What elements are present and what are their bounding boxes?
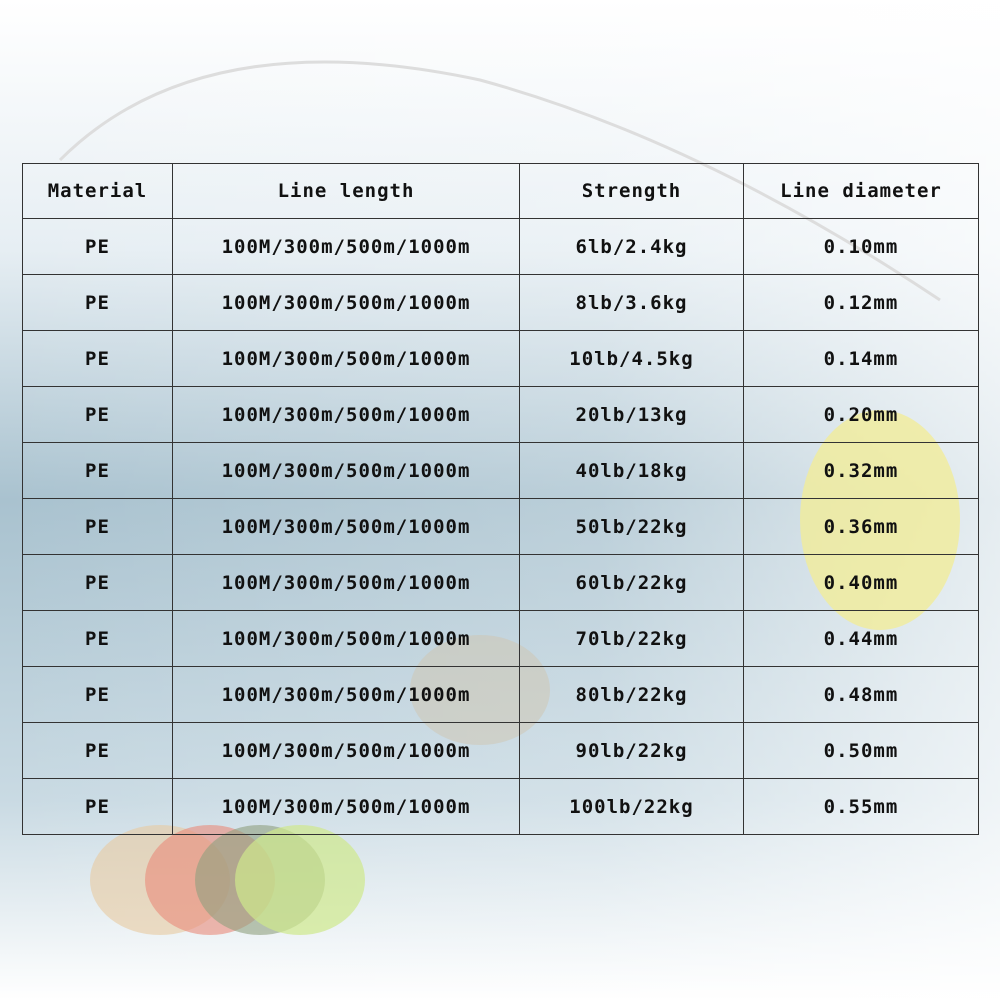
table-cell: 0.32mm [743,442,979,499]
table-cell: 0.44mm [743,610,979,667]
table-cell: 100M/300m/500m/1000m [172,218,520,275]
table-cell: PE [22,386,173,443]
table-cell: 50lb/22kg [519,498,744,555]
spec-table: Material Line length Strength Line diameter… [22,163,979,835]
table-cell: 20lb/13kg [519,386,744,443]
table-cell: 90lb/22kg [519,722,744,779]
table-cell: 10lb/4.5kg [519,330,744,387]
table-cell: PE [22,554,173,611]
table-cell: 100M/300m/500m/1000m [172,274,520,331]
table-cell: 100M/300m/500m/1000m [172,666,520,723]
table-cell: 6lb/2.4kg [519,218,744,275]
table-cell: 0.40mm [743,554,979,611]
table-cell: 0.48mm [743,666,979,723]
table-cell: PE [22,610,173,667]
table-row: PE 100M/300m/500m/1000m 90lb/22kg 0.50mm [22,722,979,779]
table-cell: 0.50mm [743,722,979,779]
table-cell: PE [22,498,173,555]
table-cell: PE [22,218,173,275]
table-cell: 100M/300m/500m/1000m [172,386,520,443]
table-cell: 80lb/22kg [519,666,744,723]
table-cell: PE [22,666,173,723]
header-cell: Strength [519,163,744,219]
header-cell: Material [22,163,173,219]
table-cell: 0.10mm [743,218,979,275]
table-cell: PE [22,330,173,387]
table-row: PE 100M/300m/500m/1000m 80lb/22kg 0.48mm [22,666,979,723]
spool-lime [235,825,365,935]
header-row: Material Line length Strength Line diameter [22,163,979,219]
table-cell: 100M/300m/500m/1000m [172,554,520,611]
table-row: PE 100M/300m/500m/1000m 6lb/2.4kg 0.10mm [22,218,979,275]
table-cell: 100M/300m/500m/1000m [172,442,520,499]
table-row: PE 100M/300m/500m/1000m 8lb/3.6kg 0.12mm [22,274,979,331]
table-cell: 100M/300m/500m/1000m [172,722,520,779]
table-cell: 100M/300m/500m/1000m [172,778,520,835]
header-cell: Line length [172,163,520,219]
table-cell: PE [22,778,173,835]
table-cell: 0.55mm [743,778,979,835]
table-body: PE 100M/300m/500m/1000m 6lb/2.4kg 0.10mm PE 1… [22,218,979,835]
table-row: PE 100M/300m/500m/1000m 70lb/22kg 0.44mm [22,610,979,667]
table-cell: 100M/300m/500m/1000m [172,498,520,555]
table-cell: 0.12mm [743,274,979,331]
header-cell: Line diameter [743,163,979,219]
table-row: PE 100M/300m/500m/1000m 40lb/18kg 0.32mm [22,442,979,499]
table-cell: 100M/300m/500m/1000m [172,610,520,667]
table-cell: 70lb/22kg [519,610,744,667]
table-cell: 0.20mm [743,386,979,443]
table-cell: PE [22,442,173,499]
table-row: PE 100M/300m/500m/1000m 50lb/22kg 0.36mm [22,498,979,555]
table-row: PE 100M/300m/500m/1000m 20lb/13kg 0.20mm [22,386,979,443]
table-cell: 0.36mm [743,498,979,555]
table-cell: 60lb/22kg [519,554,744,611]
table-row: PE 100M/300m/500m/1000m 10lb/4.5kg 0.14mm [22,330,979,387]
table-cell: 40lb/18kg [519,442,744,499]
table-cell: 0.14mm [743,330,979,387]
table-row: PE 100M/300m/500m/1000m 100lb/22kg 0.55mm [22,778,979,835]
table-cell: 8lb/3.6kg [519,274,744,331]
table-row: PE 100M/300m/500m/1000m 60lb/22kg 0.40mm [22,554,979,611]
table-cell: 100lb/22kg [519,778,744,835]
table-cell: 100M/300m/500m/1000m [172,330,520,387]
table-cell: PE [22,722,173,779]
table-cell: PE [22,274,173,331]
